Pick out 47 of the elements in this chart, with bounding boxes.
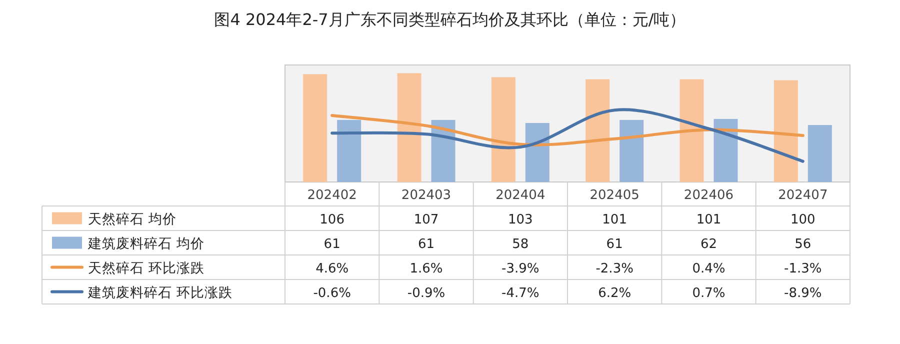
data-label: 103 — [508, 212, 533, 228]
bar — [774, 80, 798, 182]
bar — [525, 122, 550, 182]
data-label: 4.6% — [316, 261, 349, 276]
x-tick-label: 202407 — [778, 188, 828, 203]
data-label: -0.6% — [313, 286, 351, 301]
data-label: -0.9% — [407, 286, 446, 301]
legend-label: 天然碎石 环比涨跌 — [88, 260, 204, 276]
data-label: 0.7% — [692, 286, 726, 301]
data-label: -3.9% — [502, 261, 540, 276]
data-label: 6.2% — [598, 286, 632, 301]
data-label: 106 — [320, 212, 344, 228]
bar — [491, 77, 516, 182]
bar — [714, 118, 738, 182]
x-tick-label: 202402 — [307, 188, 357, 203]
bar — [808, 125, 832, 182]
x-tick-label: 202406 — [684, 188, 734, 203]
x-tick-label: 202403 — [401, 188, 452, 203]
legend-label: 天然碎石 均价 — [88, 211, 176, 228]
x-tick-label: 202405 — [590, 188, 640, 203]
data-label: 56 — [794, 236, 812, 252]
bar — [431, 120, 456, 182]
x-tick-label: 202404 — [496, 188, 546, 203]
data-label: 58 — [512, 236, 529, 252]
data-label: 107 — [414, 212, 439, 228]
bar — [620, 120, 644, 182]
bar — [303, 74, 328, 182]
data-label: 1.6% — [410, 261, 443, 276]
chart-title: 图4 2024年2-7月广东不同类型碎石均价及其环比（单位：元/吨） — [214, 10, 686, 29]
legend-label: 建筑废料碎石 环比涨跌 — [87, 284, 232, 301]
data-label: 101 — [602, 212, 627, 228]
bar — [337, 120, 362, 182]
data-label: 101 — [696, 212, 722, 228]
data-label: -8.9% — [784, 286, 822, 301]
data-label: 62 — [700, 236, 718, 252]
data-label: 100 — [790, 212, 816, 228]
data-label: 61 — [324, 236, 340, 252]
data-label: 0.4% — [692, 261, 726, 276]
data-label: -2.3% — [596, 261, 634, 276]
bar — [397, 73, 422, 182]
bar — [680, 79, 704, 182]
data-label: 61 — [418, 236, 435, 252]
data-label: -4.7% — [502, 286, 540, 301]
legend-label: 建筑废料碎石 均价 — [87, 236, 204, 252]
data-label: -1.3% — [784, 261, 822, 276]
data-label: 61 — [606, 236, 623, 252]
bar — [586, 79, 610, 182]
